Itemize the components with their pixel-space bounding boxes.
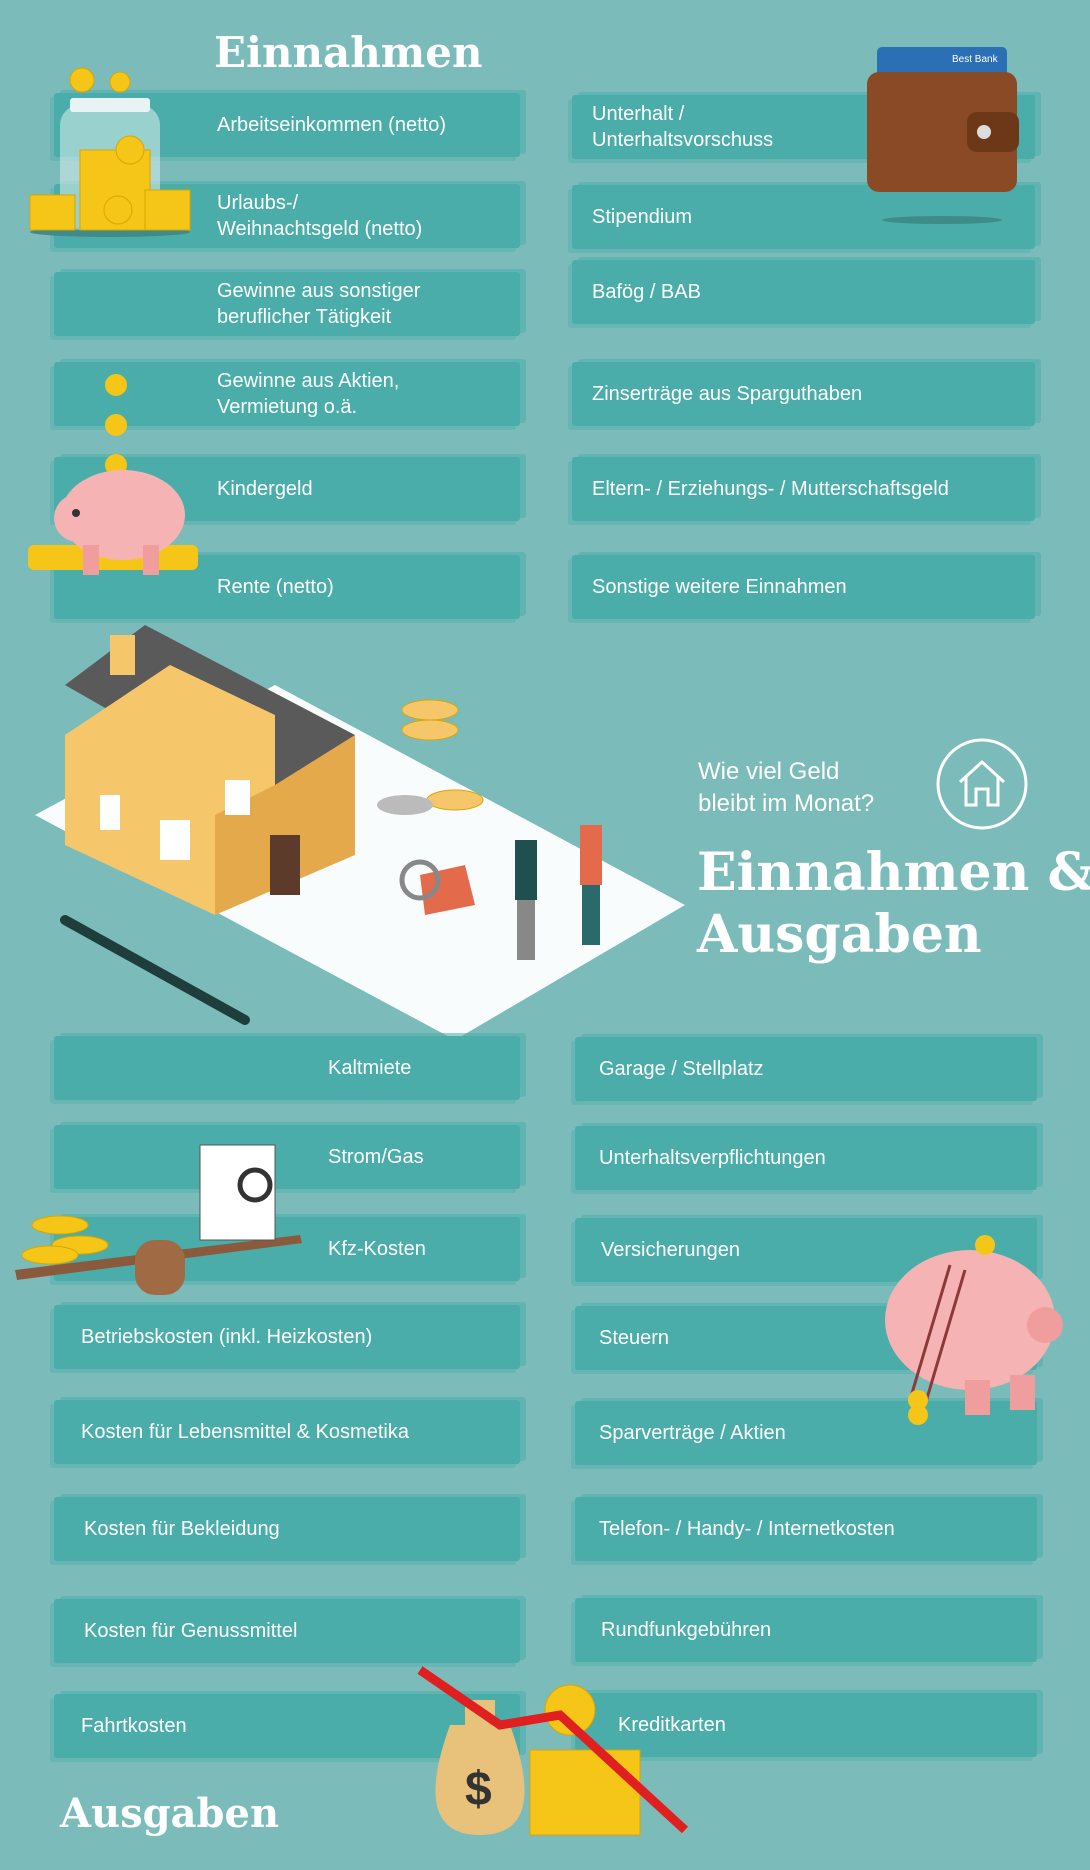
hero-subtitle: Wie viel Geld bleibt im Monat? (698, 758, 875, 817)
list-item: Steuern (599, 1327, 670, 1349)
list-item: Kosten für Lebensmittel & Kosmetika (81, 1421, 409, 1443)
band (54, 1599, 520, 1663)
list-item: Kfz-Kosten (328, 1238, 426, 1260)
coin-jar-illustration (29, 67, 191, 237)
wallet-card-text: Best Bank (952, 54, 999, 65)
list-item: Sonstige weitere Einnahmen (592, 576, 847, 598)
svg-text:$: $ (465, 1763, 492, 1816)
list-item: Unterhalt / Unterhaltsvorschuss (592, 103, 774, 151)
list-item: Kreditkarten (618, 1714, 726, 1736)
list-item: Arbeitseinkommen (netto) (217, 114, 446, 136)
list-item: Eltern- / Erziehungs- / Mutterschaftsgel… (592, 478, 949, 500)
piggy-bank-illustration (28, 374, 198, 575)
list-item: Fahrtkosten (81, 1715, 187, 1737)
band (54, 1497, 520, 1561)
band (54, 1036, 520, 1100)
seesaw-illustration (15, 1144, 302, 1295)
wallet-illustration: Best Bank (867, 47, 1019, 224)
list-item: Rente (netto) (217, 576, 334, 598)
band (54, 272, 520, 336)
list-item: Stipendium (592, 206, 693, 228)
list-item: Betriebskosten (inkl. Heizkosten) (81, 1326, 373, 1348)
money-bag-illustration: $ (417, 1666, 689, 1836)
list-item: Kaltmiete (328, 1057, 412, 1079)
band (575, 1126, 1037, 1190)
list-item: Kindergeld (217, 478, 313, 500)
band (54, 1125, 520, 1189)
band (572, 260, 1035, 324)
band (54, 1694, 520, 1758)
list-item: Unterhaltsverpflichtungen (599, 1147, 826, 1169)
list-item: Gewinne aus sonstiger beruflicher Tätigk… (217, 280, 421, 328)
list-item: Bafög / BAB (592, 281, 701, 303)
list-item: Rundfunkgebühren (601, 1619, 772, 1641)
band (54, 1217, 520, 1281)
list-item: Strom/Gas (328, 1146, 424, 1168)
band (572, 555, 1035, 619)
house-illustration (35, 625, 685, 1040)
band (54, 1400, 520, 1464)
band (54, 362, 520, 426)
band (54, 1305, 520, 1369)
list-item: Urlaubs-/ Weihnachtsgeld (netto) (217, 192, 423, 240)
list-item: Sparverträge / Aktien (599, 1422, 786, 1444)
list-item: Garage / Stellplatz (599, 1058, 764, 1080)
hero-title: Einnahmen & Ausgaben (697, 842, 1090, 965)
band (575, 1497, 1037, 1561)
band (572, 362, 1035, 426)
band (575, 1401, 1037, 1465)
list-item: Zinserträge aus Sparguthaben (592, 383, 863, 405)
list-item: Kosten für Bekleidung (84, 1518, 280, 1540)
band (575, 1693, 1037, 1757)
list-item: Telefon- / Handy- / Internetkosten (599, 1518, 895, 1540)
band (575, 1598, 1037, 1662)
income-title: Einnahmen (214, 28, 483, 77)
list-item: Versicherungen (601, 1239, 740, 1261)
house-icon (936, 738, 1028, 830)
expenses-title: Ausgaben (60, 1790, 280, 1837)
list-item: Kosten für Genussmittel (84, 1620, 298, 1642)
band (575, 1037, 1037, 1101)
list-item: Gewinne aus Aktien, Vermietung o.ä. (217, 370, 400, 418)
band (572, 457, 1035, 521)
piggy-bank-ladder-illustration (885, 1235, 1063, 1425)
